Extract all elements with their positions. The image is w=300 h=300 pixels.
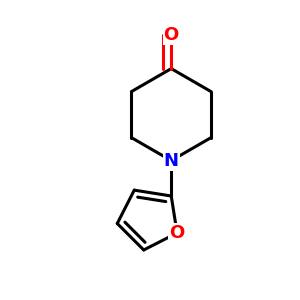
Text: N: N xyxy=(164,152,179,169)
Text: O: O xyxy=(164,26,179,44)
Text: O: O xyxy=(169,224,185,242)
